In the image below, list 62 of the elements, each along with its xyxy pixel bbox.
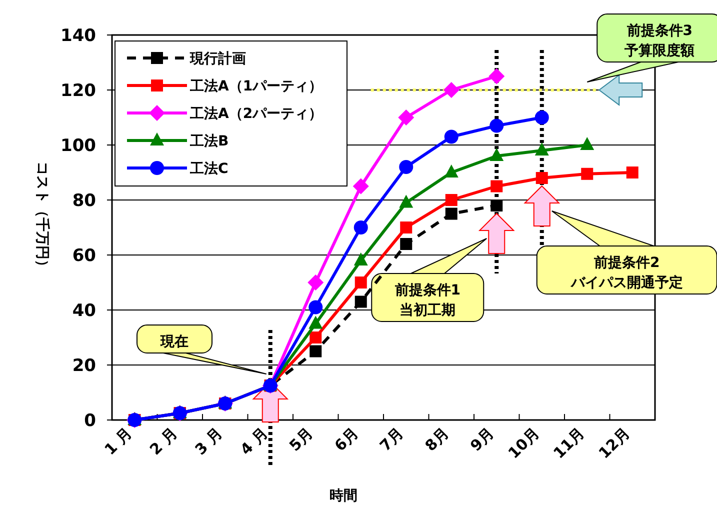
legend-label: 工法B [189, 134, 229, 150]
x-tick-label: 10月 [504, 424, 543, 462]
point [400, 238, 412, 250]
x-axis-title: 時間 [330, 488, 358, 504]
point [580, 137, 594, 150]
y-tick-label: 20 [72, 356, 96, 376]
x-tick-label: 11月 [550, 424, 588, 462]
point [399, 160, 414, 174]
y-tick-label: 80 [72, 191, 96, 211]
point [443, 82, 460, 98]
point [490, 200, 503, 212]
point [352, 178, 369, 194]
y-tick-label: 140 [60, 26, 96, 46]
x-tick-label: 4 月 [236, 424, 272, 459]
point [354, 220, 368, 234]
point [400, 222, 412, 234]
y-tick-label: 120 [60, 81, 96, 101]
point [308, 300, 323, 314]
point [399, 194, 414, 208]
point [581, 168, 594, 180]
point [354, 252, 368, 266]
point [310, 332, 322, 344]
y-axis-title: コスト（千万円） [34, 162, 51, 274]
x-tick-label: 3 月 [192, 424, 226, 459]
point [490, 180, 503, 192]
point [398, 110, 414, 126]
legend-label: 工法A（2パーティ） [189, 106, 323, 122]
point [354, 296, 367, 308]
legend-label: 工法A（1パーティ） [189, 78, 323, 94]
legend-label: 現行計画 [189, 51, 246, 67]
point [490, 148, 504, 161]
point [534, 110, 549, 124]
point [536, 172, 548, 184]
point [310, 345, 322, 358]
point [354, 276, 367, 288]
point [308, 316, 323, 329]
point [488, 68, 505, 84]
point [445, 194, 458, 206]
y-tick-label: 60 [72, 246, 96, 266]
point [445, 208, 458, 220]
x-tick-label: 2 月 [146, 424, 181, 459]
point [308, 274, 324, 290]
x-tick-label: 5月 [286, 424, 316, 455]
point [626, 166, 638, 178]
legend-label: 工法C [189, 161, 228, 177]
ref-line-label: 現在 [160, 334, 188, 350]
ref-line-label: 前提条件2 バイパス開通予定 [570, 255, 683, 291]
y-tick-label: 0 [84, 411, 96, 431]
x-tick-label: 9月 [466, 424, 498, 455]
x-tick-label: 7月 [376, 424, 407, 455]
x-tick-label: 1 月 [101, 424, 136, 459]
y-tick-label: 100 [60, 136, 96, 156]
y-tick-label: 40 [72, 301, 96, 321]
x-tick-label: 8月 [421, 424, 452, 455]
point [444, 130, 458, 144]
x-tick-label: 12月 [595, 424, 634, 462]
point [534, 142, 549, 156]
ref-line-label: 前提条件3 予算限度額 [624, 23, 695, 59]
point [490, 118, 504, 133]
x-tick-label: 6月 [330, 424, 362, 455]
point [444, 164, 458, 178]
ref-line-label: 前提条件1 当初工期 [394, 282, 460, 318]
